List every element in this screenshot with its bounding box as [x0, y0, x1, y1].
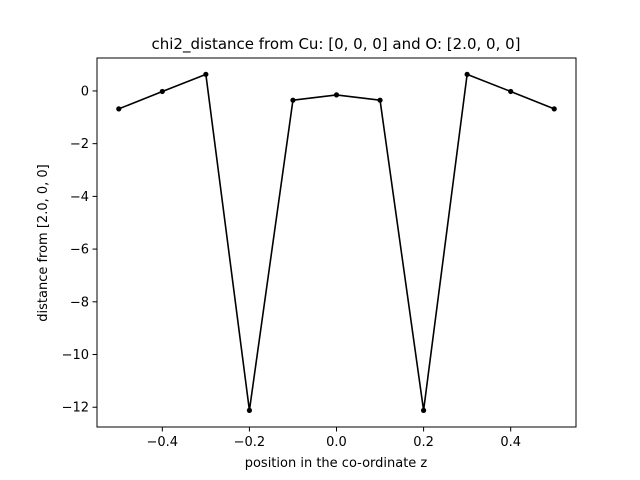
y-tick-label: −4	[70, 190, 89, 205]
y-tick-label: −6	[70, 243, 89, 258]
data-point	[159, 88, 165, 95]
data-point	[290, 97, 296, 103]
data-point	[551, 106, 557, 112]
y-tick-label: −12	[62, 401, 89, 416]
data-point	[333, 92, 340, 98]
plot-area: −0.4 −0.2 0.0 0.2 0.4 0 −2 −4 −6 −8 −10 −12	[62, 57, 577, 450]
x-tick-label: 0.0	[326, 435, 347, 450]
y-tick-label: 0	[81, 84, 89, 99]
data-point	[464, 71, 470, 77]
y-tick-label: −8	[70, 295, 89, 310]
y-tick-label: −10	[62, 348, 89, 363]
data-point	[116, 106, 122, 112]
x-tick-label: −0.4	[147, 435, 179, 450]
data-point	[203, 71, 209, 77]
x-tick-label: 0.4	[500, 435, 521, 450]
y-axis-label: distance from [2.0, 0, 0]	[36, 164, 51, 322]
data-point	[508, 88, 514, 95]
chart-title: chi2_distance from Cu: [0, 0, 0] and O: …	[151, 35, 520, 54]
data-point	[246, 407, 253, 413]
y-tick-label: −2	[70, 137, 89, 152]
x-tick-label: 0.2	[413, 435, 434, 450]
x-axis-label: position in the co-ordinate z	[245, 456, 428, 471]
data-point	[377, 97, 383, 103]
data-point	[420, 407, 427, 413]
x-tick-label: −0.2	[234, 435, 266, 450]
